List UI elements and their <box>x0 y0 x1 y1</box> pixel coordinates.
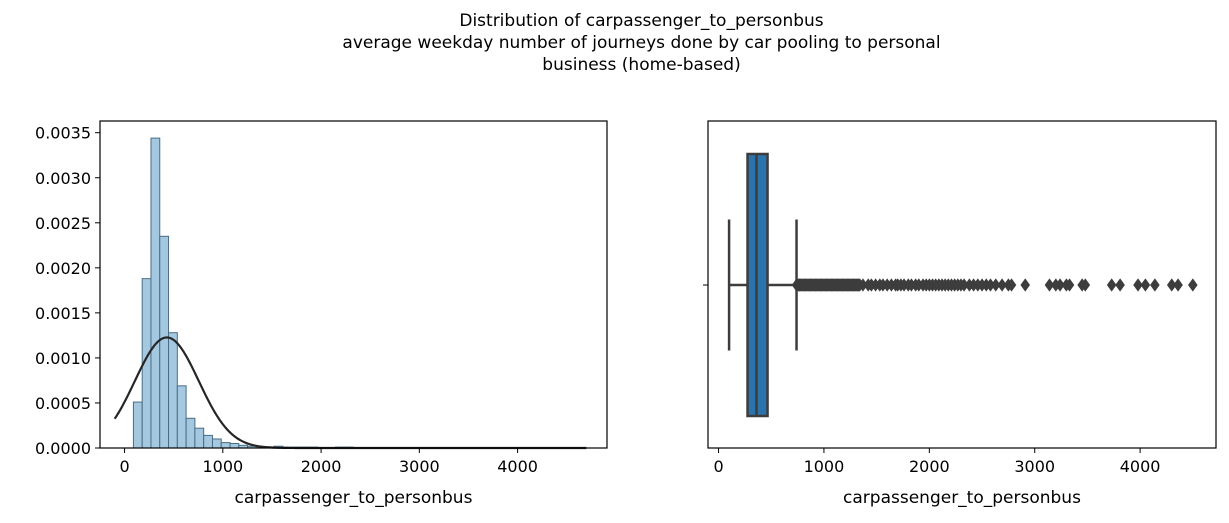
histogram-bar <box>203 434 213 449</box>
histogram-x-axis-label: carpassenger_to_personbus <box>235 488 473 508</box>
outlier-marker <box>1133 278 1143 292</box>
outlier-marker <box>1055 278 1065 292</box>
outlier-marker <box>1188 278 1198 292</box>
outlier-marker <box>990 278 1001 292</box>
boxplot-x-tick-label: 0 <box>713 457 723 476</box>
histogram-y-tick-label: 0.0030 <box>35 169 91 188</box>
boxplot-x-tick-label: 2000 <box>909 457 950 476</box>
histogram-panel: 0 1000 2000 3000 4000 0.0000 0.0005 0.0010 0.001… <box>35 120 608 508</box>
histogram-x-tick-label: 3000 <box>399 457 440 476</box>
outlier-marker <box>1115 278 1125 292</box>
boxplot-x-tick-label: 4000 <box>1120 457 1161 476</box>
boxplot-x-tick-label: 3000 <box>1014 457 1055 476</box>
outlier-marker <box>1106 278 1117 292</box>
histogram-bar <box>229 442 240 449</box>
histogram-y-tick-label: 0.0005 <box>35 394 91 413</box>
histogram-bar <box>176 385 187 449</box>
histogram-bar <box>185 417 196 449</box>
figure-title-line-2: average weekday number of journeys done … <box>342 33 941 53</box>
outlier-marker <box>1150 278 1160 292</box>
histogram-x-tick-label: 4000 <box>497 457 538 476</box>
figure-title-line-1: Distribution of carpassenger_to_personbu… <box>459 11 824 31</box>
outlier-marker <box>1044 278 1055 292</box>
outlier-marker <box>1020 278 1031 292</box>
outlier-marker <box>1006 278 1017 292</box>
histogram-bar <box>220 442 231 449</box>
histogram-y-tick-label: 0.0015 <box>35 304 91 323</box>
outlier-marker <box>1166 278 1177 292</box>
histogram-y-tick-label: 0.0020 <box>35 259 91 278</box>
histogram-x-tick-label: 1000 <box>202 457 243 476</box>
histogram-x-tick-label: 2000 <box>301 457 342 476</box>
histogram-axes-frame <box>99 120 608 449</box>
outlier-marker <box>1080 278 1091 292</box>
boxplot-x-axis-label: carpassenger_to_personbus <box>843 488 1081 508</box>
boxplot-panel: 0 1000 2000 3000 4000 carpassenger_to_personb… <box>703 120 1217 508</box>
histogram-bar <box>150 137 161 449</box>
histogram-x-tick-label: 0 <box>119 457 129 476</box>
histogram-bar <box>168 332 178 449</box>
histogram-y-tick-label: 0.0035 <box>35 124 91 143</box>
boxplot-x-tick-label: 1000 <box>804 457 845 476</box>
outlier-marker <box>1064 278 1075 292</box>
figure-title: Distribution of carpassenger_to_personbu… <box>0 10 1229 76</box>
histogram-y-tick-label: 0.0010 <box>35 349 91 368</box>
outlier-marker <box>1173 278 1183 292</box>
outlier-marker <box>1140 278 1151 292</box>
histogram-bar <box>194 427 205 449</box>
figure-title-line-3: business (home-based) <box>542 55 741 75</box>
histogram-bar <box>211 438 222 449</box>
histogram-y-tick-label: 0.0000 <box>35 439 91 458</box>
histogram-bar <box>159 235 170 449</box>
histogram-bar <box>132 401 143 449</box>
outlier-marker <box>997 278 1007 292</box>
histogram-y-tick-label: 0.0025 <box>35 214 91 233</box>
